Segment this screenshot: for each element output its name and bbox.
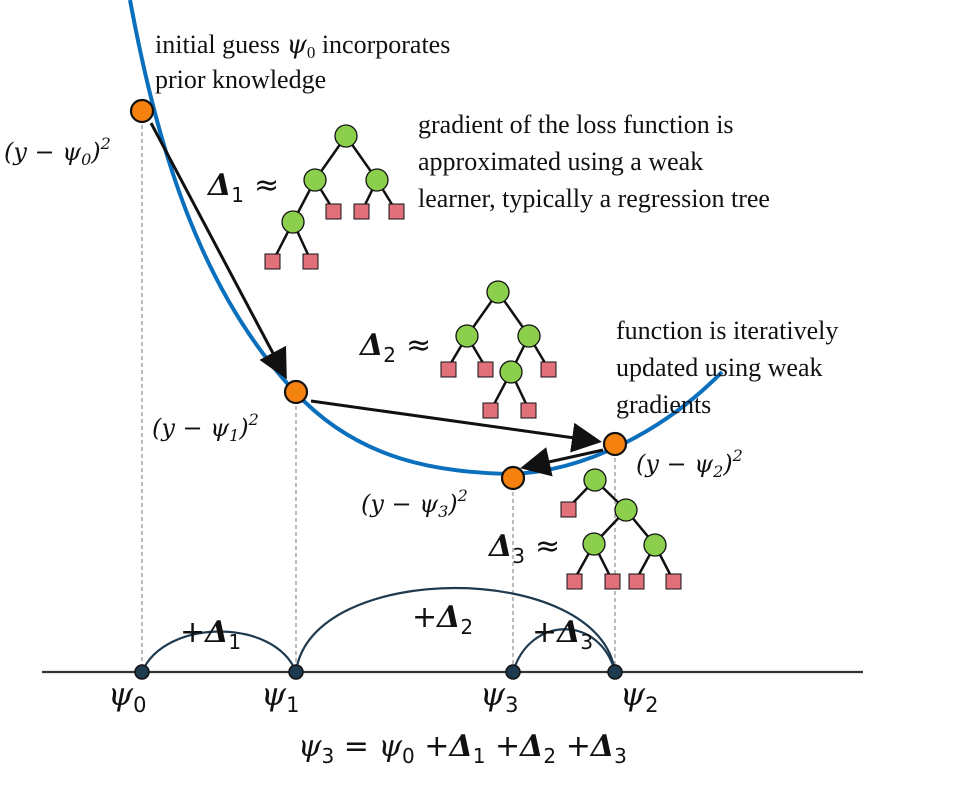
tree3-node [643,533,667,557]
projection-lines [141,111,616,672]
update-arcs [140,587,617,673]
axis-label-psi2: ψ2 [620,675,658,717]
tree3-leaf [604,573,621,590]
tree3-node [614,498,638,522]
tree1-node [334,124,358,148]
annotation-initial-guess-line1: initial guess ψ0 incorporates [155,30,450,62]
tree3-leaf [560,501,577,518]
delta-approx-1: Δ1 ≈ [206,168,279,207]
axis-point-psi3 [505,664,521,680]
annotation-iterative-line2: updated using weak [616,353,823,382]
axis-point-psi0 [134,664,150,680]
point-psi1 [283,379,309,405]
tree1-node [303,168,327,192]
annotation-iterative-line1: function is iteratively [616,316,838,345]
step-arrows [149,122,604,477]
tree2-leaf [482,402,499,419]
arc-delta-3 [511,628,617,673]
tree2-node [517,324,541,348]
tree2-leaf [540,361,557,378]
update-equation: ψ3 = ψ0 +Δ1 +Δ2 +Δ3 [298,729,627,768]
axis-label-psi3: ψ3 [480,675,518,717]
arc-label-delta-2: +Δ2 [412,600,473,639]
tree1-node [281,210,305,234]
tree1-leaf [325,203,342,220]
axis-label-psi0: ψ0 [108,675,146,717]
annotation-gradient-line3: learner, typically a regression tree [418,184,770,213]
loss-label-psi0: (y − ψ0)2 [4,134,111,169]
axis-label-psi1: ψ1 [261,675,299,717]
tree1-leaf [302,253,319,270]
annotation-gradient-line2: approximated using a weak [418,147,703,176]
loss-label-psi3: (y − ψ3)2 [361,486,468,521]
delta-approx-2: Δ2 ≈ [358,328,431,367]
arc-delta-2 [294,587,617,673]
tree2-node [486,280,510,304]
axis-point-psi1 [288,664,304,680]
tree3-leaf [566,573,583,590]
tree3-node [582,532,606,556]
tree3-leaf [628,573,645,590]
axis-points [134,664,623,680]
delta-approx-3: Δ3 ≈ [487,529,560,568]
loss-label-psi1: (y − ψ1)2 [152,410,259,445]
arc-label-delta-1: +Δ1 [180,615,241,654]
iteration-points [129,98,628,491]
regression-tree-1 [264,124,405,270]
tree3-node [583,468,607,492]
tree1-leaf [264,253,281,270]
point-psi2 [602,431,628,457]
point-psi0 [129,98,155,124]
tree1-leaf [388,203,405,220]
loss-label-psi2: (y − ψ2)2 [636,446,743,481]
arrow-step-3 [520,447,604,477]
regression-tree-2 [440,280,557,419]
arrow-step-2 [310,399,602,453]
tree3-leaf [665,573,682,590]
annotation-gradient-line1: gradient of the loss function is [418,110,734,139]
point-psi3 [500,465,526,491]
annotation-initial-guess-line2: prior knowledge [155,65,326,94]
annotation-iterative-line3: gradients [616,390,711,419]
arc-label-delta-3: +Δ3 [532,615,593,654]
tree2-node [499,360,523,384]
arc-delta-1 [140,630,298,673]
tree1-node [365,168,389,192]
tree1-leaf [353,203,370,220]
tree2-leaf [477,361,494,378]
arrow-step-1 [149,122,287,380]
tree2-leaf [440,361,457,378]
tree2-leaf [520,402,537,419]
regression-tree-3 [560,468,682,590]
tree2-node [455,324,479,348]
axis-point-psi2 [607,664,623,680]
